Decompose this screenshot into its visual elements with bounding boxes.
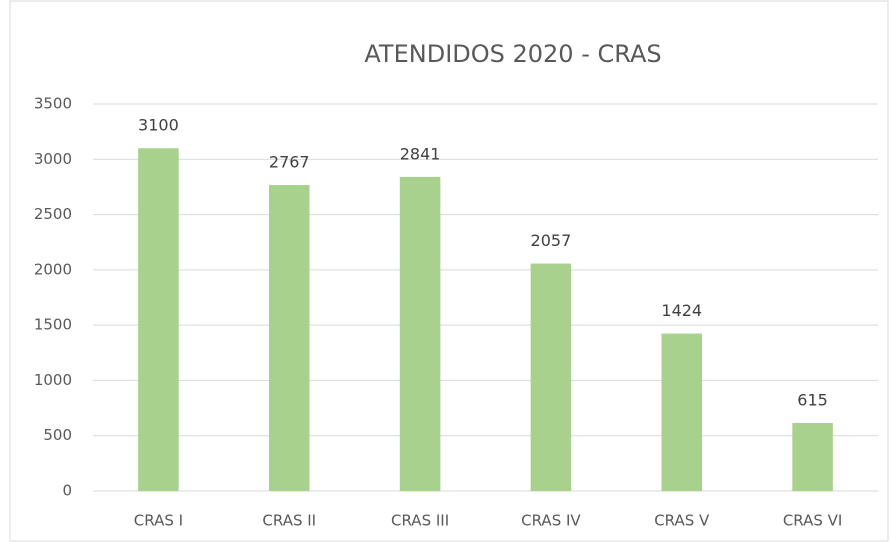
x-tick-label: CRAS III <box>391 512 449 530</box>
bar <box>399 176 441 491</box>
x-tick-label: CRAS I <box>134 512 183 530</box>
x-tick-label: CRAS VI <box>783 512 843 530</box>
data-label: 2841 <box>400 144 441 163</box>
bar <box>792 422 833 491</box>
x-tick-label: CRAS IV <box>521 512 581 530</box>
y-tick-label: 500 <box>43 426 72 444</box>
data-label: 1424 <box>661 301 702 320</box>
y-tick-label: 2000 <box>34 260 72 278</box>
y-tick-label: 2500 <box>34 205 72 223</box>
data-label: 2767 <box>269 153 310 172</box>
data-label: 615 <box>797 390 828 409</box>
y-tick-label: 3500 <box>34 95 72 113</box>
chart-title: ATENDIDOS 2020 - CRAS <box>364 40 661 68</box>
x-tick-label: CRAS V <box>654 512 710 530</box>
y-tick-label: 1500 <box>34 316 72 334</box>
data-label: 3100 <box>138 116 179 135</box>
y-tick-label: 3000 <box>34 150 72 168</box>
y-tick-label: 0 <box>62 482 72 500</box>
bar <box>268 185 310 491</box>
bar <box>661 333 703 491</box>
bar <box>530 263 572 491</box>
y-tick-label: 1000 <box>34 371 72 389</box>
data-label: 2057 <box>531 231 572 250</box>
x-tick-label: CRAS II <box>262 512 316 530</box>
bar <box>138 148 179 491</box>
